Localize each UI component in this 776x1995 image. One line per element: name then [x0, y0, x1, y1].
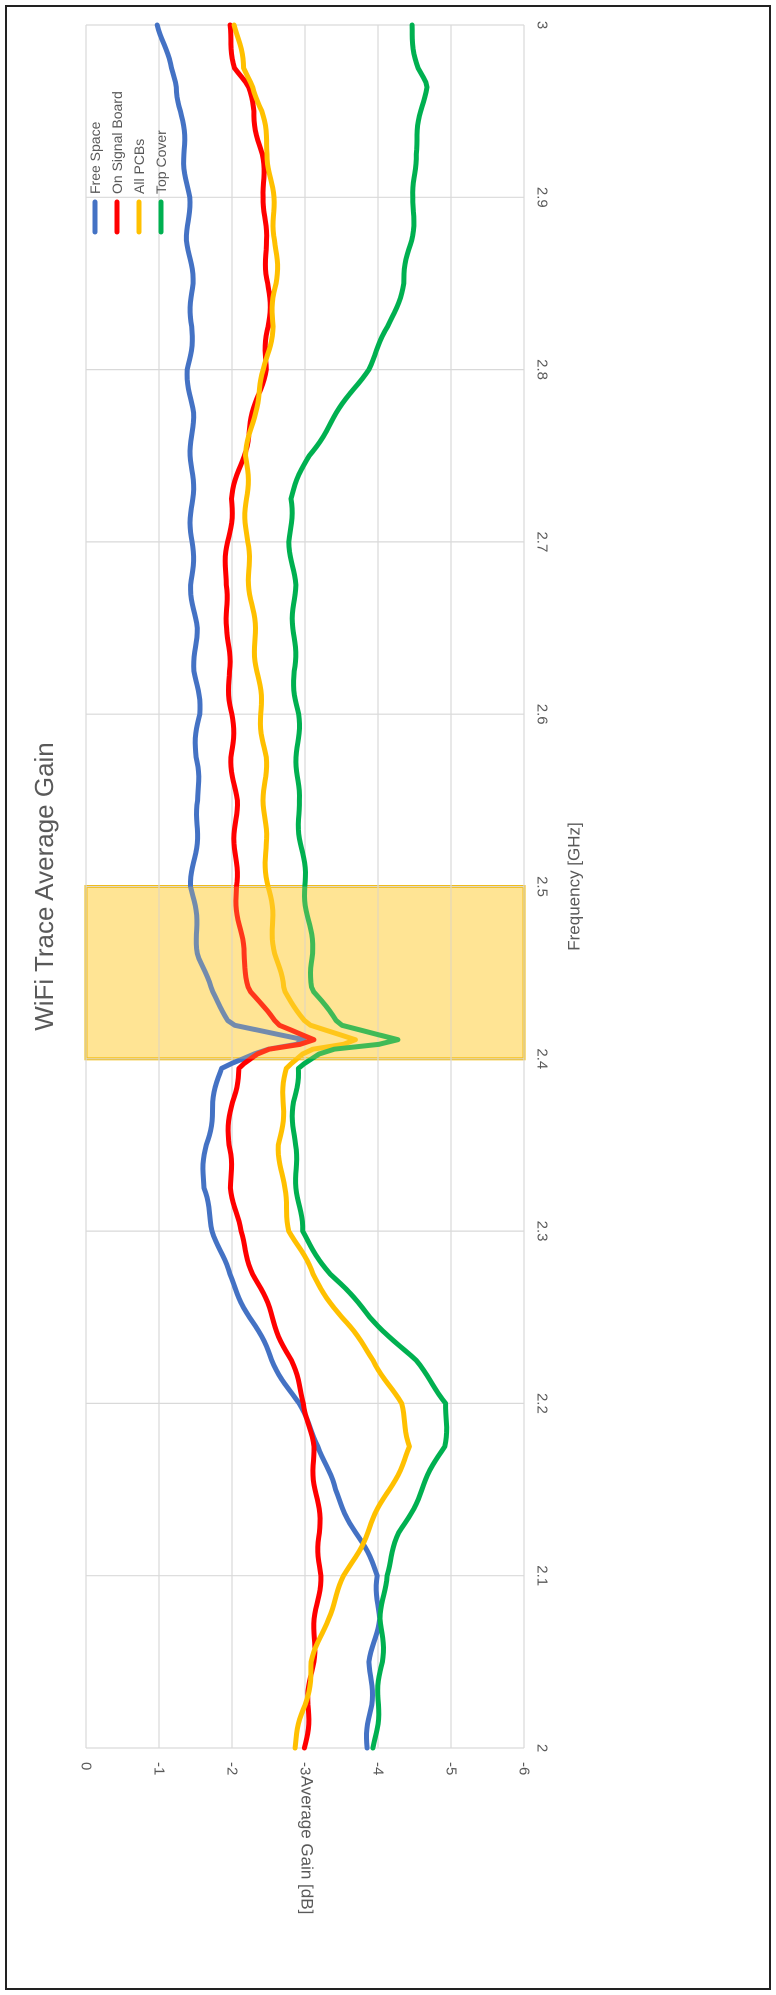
- frequency-tick-label: 2.3: [534, 1221, 551, 1242]
- gain-tick-label: -1: [151, 1762, 168, 1775]
- frequency-tick-label: 2.9: [534, 187, 551, 208]
- frequency-tick-label: 2.1: [534, 1565, 551, 1586]
- legend-label: Top Cover: [153, 130, 169, 194]
- frequency-tick-label: 2.4: [534, 1048, 551, 1069]
- gain-tick-label: 0: [78, 1762, 95, 1770]
- highlight-band-overlay: [86, 886, 524, 1059]
- series-line: [231, 22, 412, 1751]
- x-axis-label: Frequency [GHz]: [565, 822, 584, 951]
- frequency-tick-label: 2.5: [534, 876, 551, 897]
- legend-label: All PCBs: [131, 139, 147, 194]
- gain-tick-label: -3: [297, 1762, 314, 1775]
- gain-tick-label: -4: [370, 1762, 387, 1775]
- plot-area: 0 -1 -2 -3 -4 -5 -6 2 2.1 2.2 2.3 2.4 2.5 2.6 2.7 2.8 2.…: [29, 21, 584, 1914]
- legend-label: On Signal Board: [109, 91, 125, 194]
- gain-tick-label: -5: [443, 1762, 460, 1775]
- gain-tick-label: -6: [516, 1762, 533, 1775]
- frequency-tick-label: 3: [534, 21, 551, 29]
- frequency-tick-label: 2: [534, 1744, 551, 1752]
- y-axis-label: Average Gain [dB]: [298, 1776, 317, 1915]
- series-line: [286, 22, 450, 1751]
- legend-label: Free Space: [87, 121, 103, 194]
- frequency-tick-label: 2.7: [534, 531, 551, 552]
- gain-tick-label: -2: [224, 1762, 241, 1775]
- frequency-tick-label: 2.2: [534, 1393, 551, 1414]
- chart-title: WiFi Trace Average Gain: [29, 742, 59, 1031]
- frequency-tick-label: 2.6: [534, 704, 551, 725]
- series-line: [154, 22, 383, 1751]
- frequency-tick-label: 2.8: [534, 359, 551, 380]
